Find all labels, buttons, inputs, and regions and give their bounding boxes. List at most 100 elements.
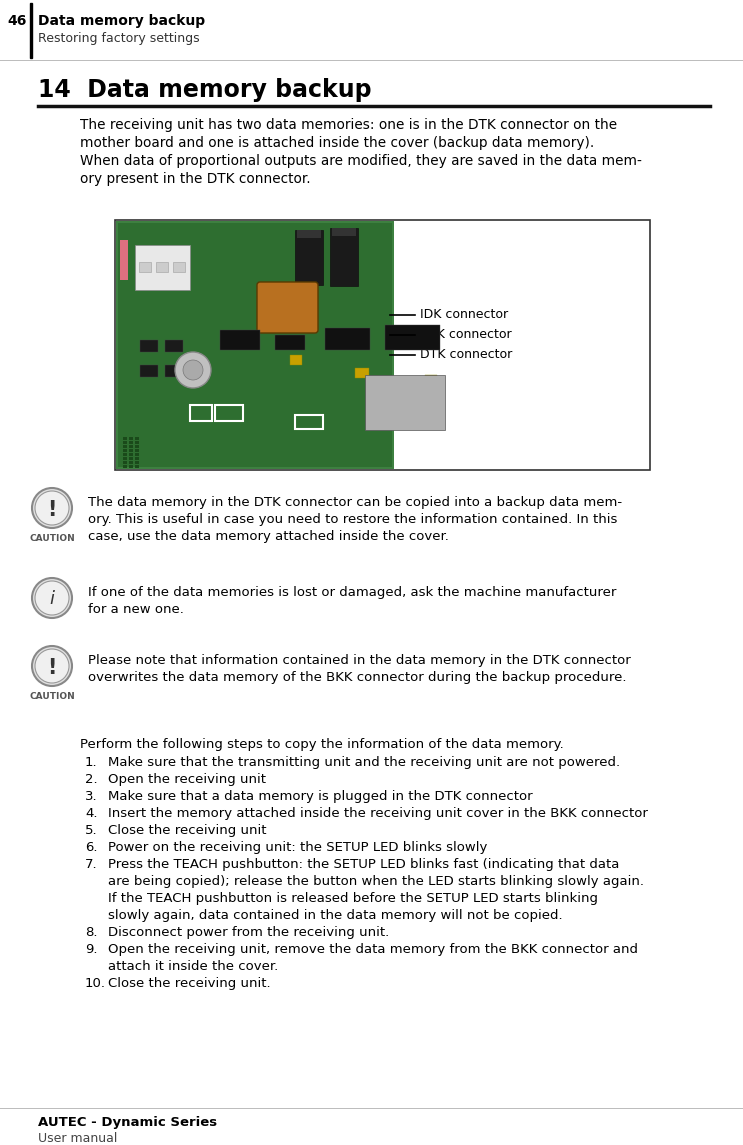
Text: ory. This is useful in case you need to restore the information contained. In th: ory. This is useful in case you need to … bbox=[88, 513, 617, 526]
Bar bbox=[129, 445, 133, 448]
Bar bbox=[135, 457, 139, 460]
Text: DTK connector: DTK connector bbox=[420, 348, 512, 362]
Bar bbox=[330, 228, 358, 286]
Bar bbox=[123, 445, 127, 448]
Bar bbox=[129, 461, 133, 464]
Text: 4.: 4. bbox=[85, 807, 97, 820]
Text: BKK connector: BKK connector bbox=[420, 329, 512, 341]
Bar bbox=[129, 441, 133, 444]
Circle shape bbox=[175, 352, 211, 388]
Bar bbox=[425, 376, 437, 385]
FancyBboxPatch shape bbox=[257, 282, 318, 333]
Text: 14  Data memory backup: 14 Data memory backup bbox=[38, 78, 372, 102]
Bar bbox=[165, 340, 183, 352]
Bar bbox=[135, 453, 139, 456]
Text: The data memory in the DTK connector can be copied into a backup data mem-: The data memory in the DTK connector can… bbox=[88, 496, 622, 510]
Text: 10.: 10. bbox=[85, 977, 106, 990]
Text: Close the receiving unit: Close the receiving unit bbox=[108, 824, 267, 837]
Text: 8.: 8. bbox=[85, 926, 97, 939]
Bar bbox=[129, 453, 133, 456]
Text: AUTEC - Dynamic Series: AUTEC - Dynamic Series bbox=[38, 1116, 217, 1129]
Text: overwrites the data memory of the BKK connector during the backup procedure.: overwrites the data memory of the BKK co… bbox=[88, 671, 626, 684]
Bar bbox=[135, 449, 139, 452]
Bar bbox=[135, 441, 139, 444]
Text: i: i bbox=[50, 590, 54, 608]
Bar bbox=[118, 223, 392, 467]
Bar bbox=[123, 465, 127, 468]
Text: Press the TEACH pushbutton: the SETUP LED blinks fast (indicating that data: Press the TEACH pushbutton: the SETUP LE… bbox=[108, 858, 620, 871]
Text: ory present in the DTK connector.: ory present in the DTK connector. bbox=[80, 172, 311, 185]
Circle shape bbox=[35, 649, 69, 684]
Text: Please note that information contained in the data memory in the DTK connector: Please note that information contained i… bbox=[88, 654, 631, 668]
Text: Make sure that a data memory is plugged in the DTK connector: Make sure that a data memory is plugged … bbox=[108, 790, 533, 803]
Text: Data memory backup: Data memory backup bbox=[38, 14, 205, 27]
Bar bbox=[215, 405, 243, 421]
Bar bbox=[290, 355, 302, 365]
Circle shape bbox=[32, 646, 72, 686]
Bar bbox=[135, 437, 139, 440]
Bar bbox=[123, 457, 127, 460]
Bar bbox=[30, 3, 32, 58]
Bar bbox=[190, 405, 212, 421]
Text: Insert the memory attached inside the receiving unit cover in the BKK connector: Insert the memory attached inside the re… bbox=[108, 807, 648, 820]
Text: Restoring factory settings: Restoring factory settings bbox=[38, 32, 200, 45]
Bar bbox=[116, 221, 394, 469]
Text: 1.: 1. bbox=[85, 756, 97, 769]
Bar bbox=[220, 330, 260, 350]
Text: !: ! bbox=[48, 500, 56, 520]
Text: 46: 46 bbox=[7, 14, 27, 27]
Text: are being copied); release the button when the LED starts blinking slowly again.: are being copied); release the button wh… bbox=[108, 875, 644, 889]
Bar bbox=[135, 461, 139, 464]
Text: Power on the receiving unit: the SETUP LED blinks slowly: Power on the receiving unit: the SETUP L… bbox=[108, 840, 487, 854]
Text: When data of proportional outputs are modified, they are saved in the data mem-: When data of proportional outputs are mo… bbox=[80, 153, 642, 168]
Text: for a new one.: for a new one. bbox=[88, 603, 184, 616]
Bar bbox=[355, 368, 369, 378]
Text: Disconnect power from the receiving unit.: Disconnect power from the receiving unit… bbox=[108, 926, 389, 939]
Text: 3.: 3. bbox=[85, 790, 97, 803]
Text: IDK connector: IDK connector bbox=[420, 308, 508, 322]
Text: The receiving unit has two data memories: one is in the DTK connector on the: The receiving unit has two data memories… bbox=[80, 118, 617, 132]
Text: Open the receiving unit, remove the data memory from the BKK connector and: Open the receiving unit, remove the data… bbox=[108, 943, 638, 956]
Bar bbox=[156, 262, 168, 273]
Text: mother board and one is attached inside the cover (backup data memory).: mother board and one is attached inside … bbox=[80, 136, 594, 150]
Bar bbox=[275, 335, 305, 350]
Circle shape bbox=[35, 581, 69, 615]
Text: 9.: 9. bbox=[85, 943, 97, 956]
Bar bbox=[129, 449, 133, 452]
Bar bbox=[173, 262, 185, 273]
Text: slowly again, data contained in the data memory will not be copied.: slowly again, data contained in the data… bbox=[108, 909, 562, 922]
Bar bbox=[115, 220, 650, 469]
Text: Perform the following steps to copy the information of the data memory.: Perform the following steps to copy the … bbox=[80, 739, 564, 751]
Bar bbox=[129, 437, 133, 440]
Bar bbox=[135, 245, 190, 290]
Text: !: ! bbox=[48, 658, 56, 678]
Bar bbox=[139, 262, 151, 273]
Bar bbox=[123, 453, 127, 456]
Text: attach it inside the cover.: attach it inside the cover. bbox=[108, 960, 278, 973]
Circle shape bbox=[32, 578, 72, 618]
Text: Make sure that the transmitting unit and the receiving unit are not powered.: Make sure that the transmitting unit and… bbox=[108, 756, 620, 769]
Circle shape bbox=[35, 491, 69, 526]
Text: 5.: 5. bbox=[85, 824, 97, 837]
Circle shape bbox=[183, 360, 203, 380]
Bar bbox=[297, 230, 321, 238]
Bar bbox=[123, 461, 127, 464]
Bar bbox=[123, 441, 127, 444]
Bar bbox=[140, 340, 158, 352]
Text: User manual: User manual bbox=[38, 1132, 117, 1145]
Bar bbox=[123, 437, 127, 440]
Text: If the TEACH pushbutton is released before the SETUP LED starts blinking: If the TEACH pushbutton is released befo… bbox=[108, 892, 598, 905]
Text: If one of the data memories is lost or damaged, ask the machine manufacturer: If one of the data memories is lost or d… bbox=[88, 586, 617, 599]
Bar bbox=[295, 230, 323, 285]
Bar bbox=[295, 414, 323, 429]
Bar bbox=[123, 449, 127, 452]
Bar bbox=[140, 365, 158, 377]
Bar bbox=[365, 376, 445, 431]
Text: Close the receiving unit.: Close the receiving unit. bbox=[108, 977, 270, 990]
Text: 2.: 2. bbox=[85, 773, 97, 785]
Bar bbox=[129, 465, 133, 468]
Text: CAUTION: CAUTION bbox=[29, 692, 75, 701]
Bar bbox=[120, 240, 128, 281]
Text: Open the receiving unit: Open the receiving unit bbox=[108, 773, 266, 785]
Text: CAUTION: CAUTION bbox=[29, 534, 75, 543]
